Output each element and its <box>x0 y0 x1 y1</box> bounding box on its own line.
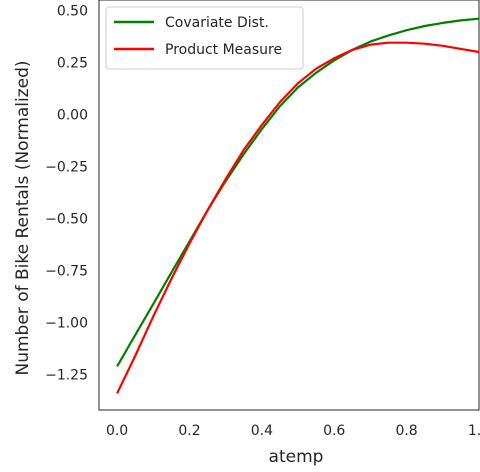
legend: Covariate Dist. Product Measure <box>105 6 304 70</box>
series-lines <box>116 17 480 394</box>
y-tick-label: 0.25 <box>57 55 88 71</box>
x-axis-title: atemp <box>269 447 324 467</box>
x-tick-label: 0.0 <box>106 423 128 439</box>
y-tick-label: −0.75 <box>45 264 88 280</box>
series-line-0 <box>116 17 480 367</box>
y-tick-label: −1.00 <box>45 316 88 332</box>
x-tick-label: 1.0 <box>468 423 480 439</box>
x-tick-labels: 0.0 0.2 0.4 0.6 0.8 1.0 <box>106 423 480 439</box>
x-tick-label: 0.6 <box>323 423 345 439</box>
x-tick-label: 0.4 <box>251 423 273 439</box>
series-line-1 <box>116 41 480 394</box>
y-tick-label: 0.00 <box>57 108 88 124</box>
x-tick-label: 0.8 <box>395 423 417 439</box>
y-tick-label: −0.50 <box>45 212 88 228</box>
x-tick-label: 0.2 <box>178 423 200 439</box>
y-tick-labels: 0.50 0.25 0.00 −0.25 −0.50 −0.75 −1.00 −1.25 <box>45 3 88 383</box>
y-tick-label: 0.50 <box>57 3 88 19</box>
y-tick-label: −0.25 <box>45 160 88 176</box>
y-axis-title: Number of Bike Rentals (Normalized) <box>13 61 33 376</box>
legend-label-product: Product Measure <box>165 42 282 58</box>
legend-box <box>105 6 304 70</box>
y-tick-label: −1.25 <box>45 368 88 384</box>
legend-label-covariate: Covariate Dist. <box>165 15 269 31</box>
